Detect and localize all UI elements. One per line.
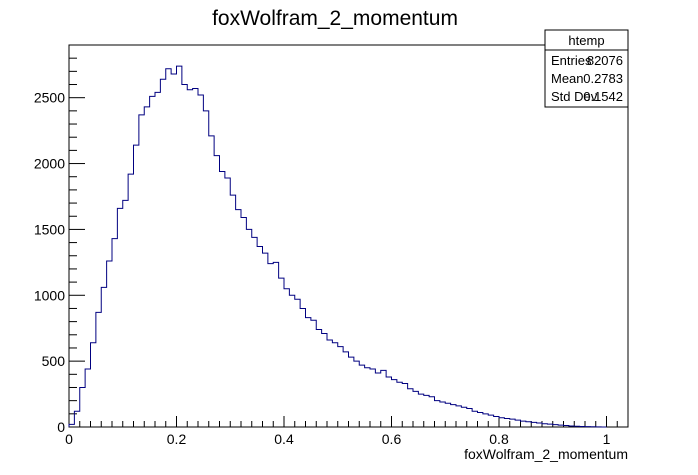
y-tick-label: 500 [42,353,66,369]
y-tick-label: 2500 [34,90,65,106]
x-tick-label: 0.8 [489,431,509,447]
stats-mean-label: Mean [551,71,584,86]
stats-box: htemp Entries 82076 Mean 0.2783 Std Dev … [544,29,629,108]
y-tick-labels: 0 500 1000 1500 2000 2500 [34,90,65,435]
y-tick-label: 1000 [34,287,65,303]
stats-mean-value: 0.2783 [583,71,623,86]
x-tick-label: 0 [65,431,73,447]
stats-entries-label: Entries [551,53,592,68]
x-tick-labels: 0 0.2 0.4 0.6 0.8 1 [65,431,611,447]
axis-ticks [68,44,629,428]
stats-box-title: htemp [568,33,604,48]
histogram-series [68,65,607,428]
stats-stddev-value: 0.1542 [583,89,623,104]
x-tick-label: 0.6 [382,431,402,447]
plot-frame [68,44,629,428]
x-tick-label: 0.4 [274,431,294,447]
stats-stddev-label: Std Dev [551,89,598,104]
chart-title: foxWolfram_2_momentum [212,7,458,30]
y-tick-label: 2000 [34,156,65,172]
stats-entries-value: 82076 [587,53,623,68]
x-axis-label: foxWolfram_2_momentum [464,446,628,462]
x-tick-label: 0.2 [167,431,187,447]
y-tick-label: 1500 [34,221,65,237]
stats-box-frame [544,29,629,108]
y-tick-label: 0 [57,419,65,435]
x-tick-label: 1 [603,431,611,447]
